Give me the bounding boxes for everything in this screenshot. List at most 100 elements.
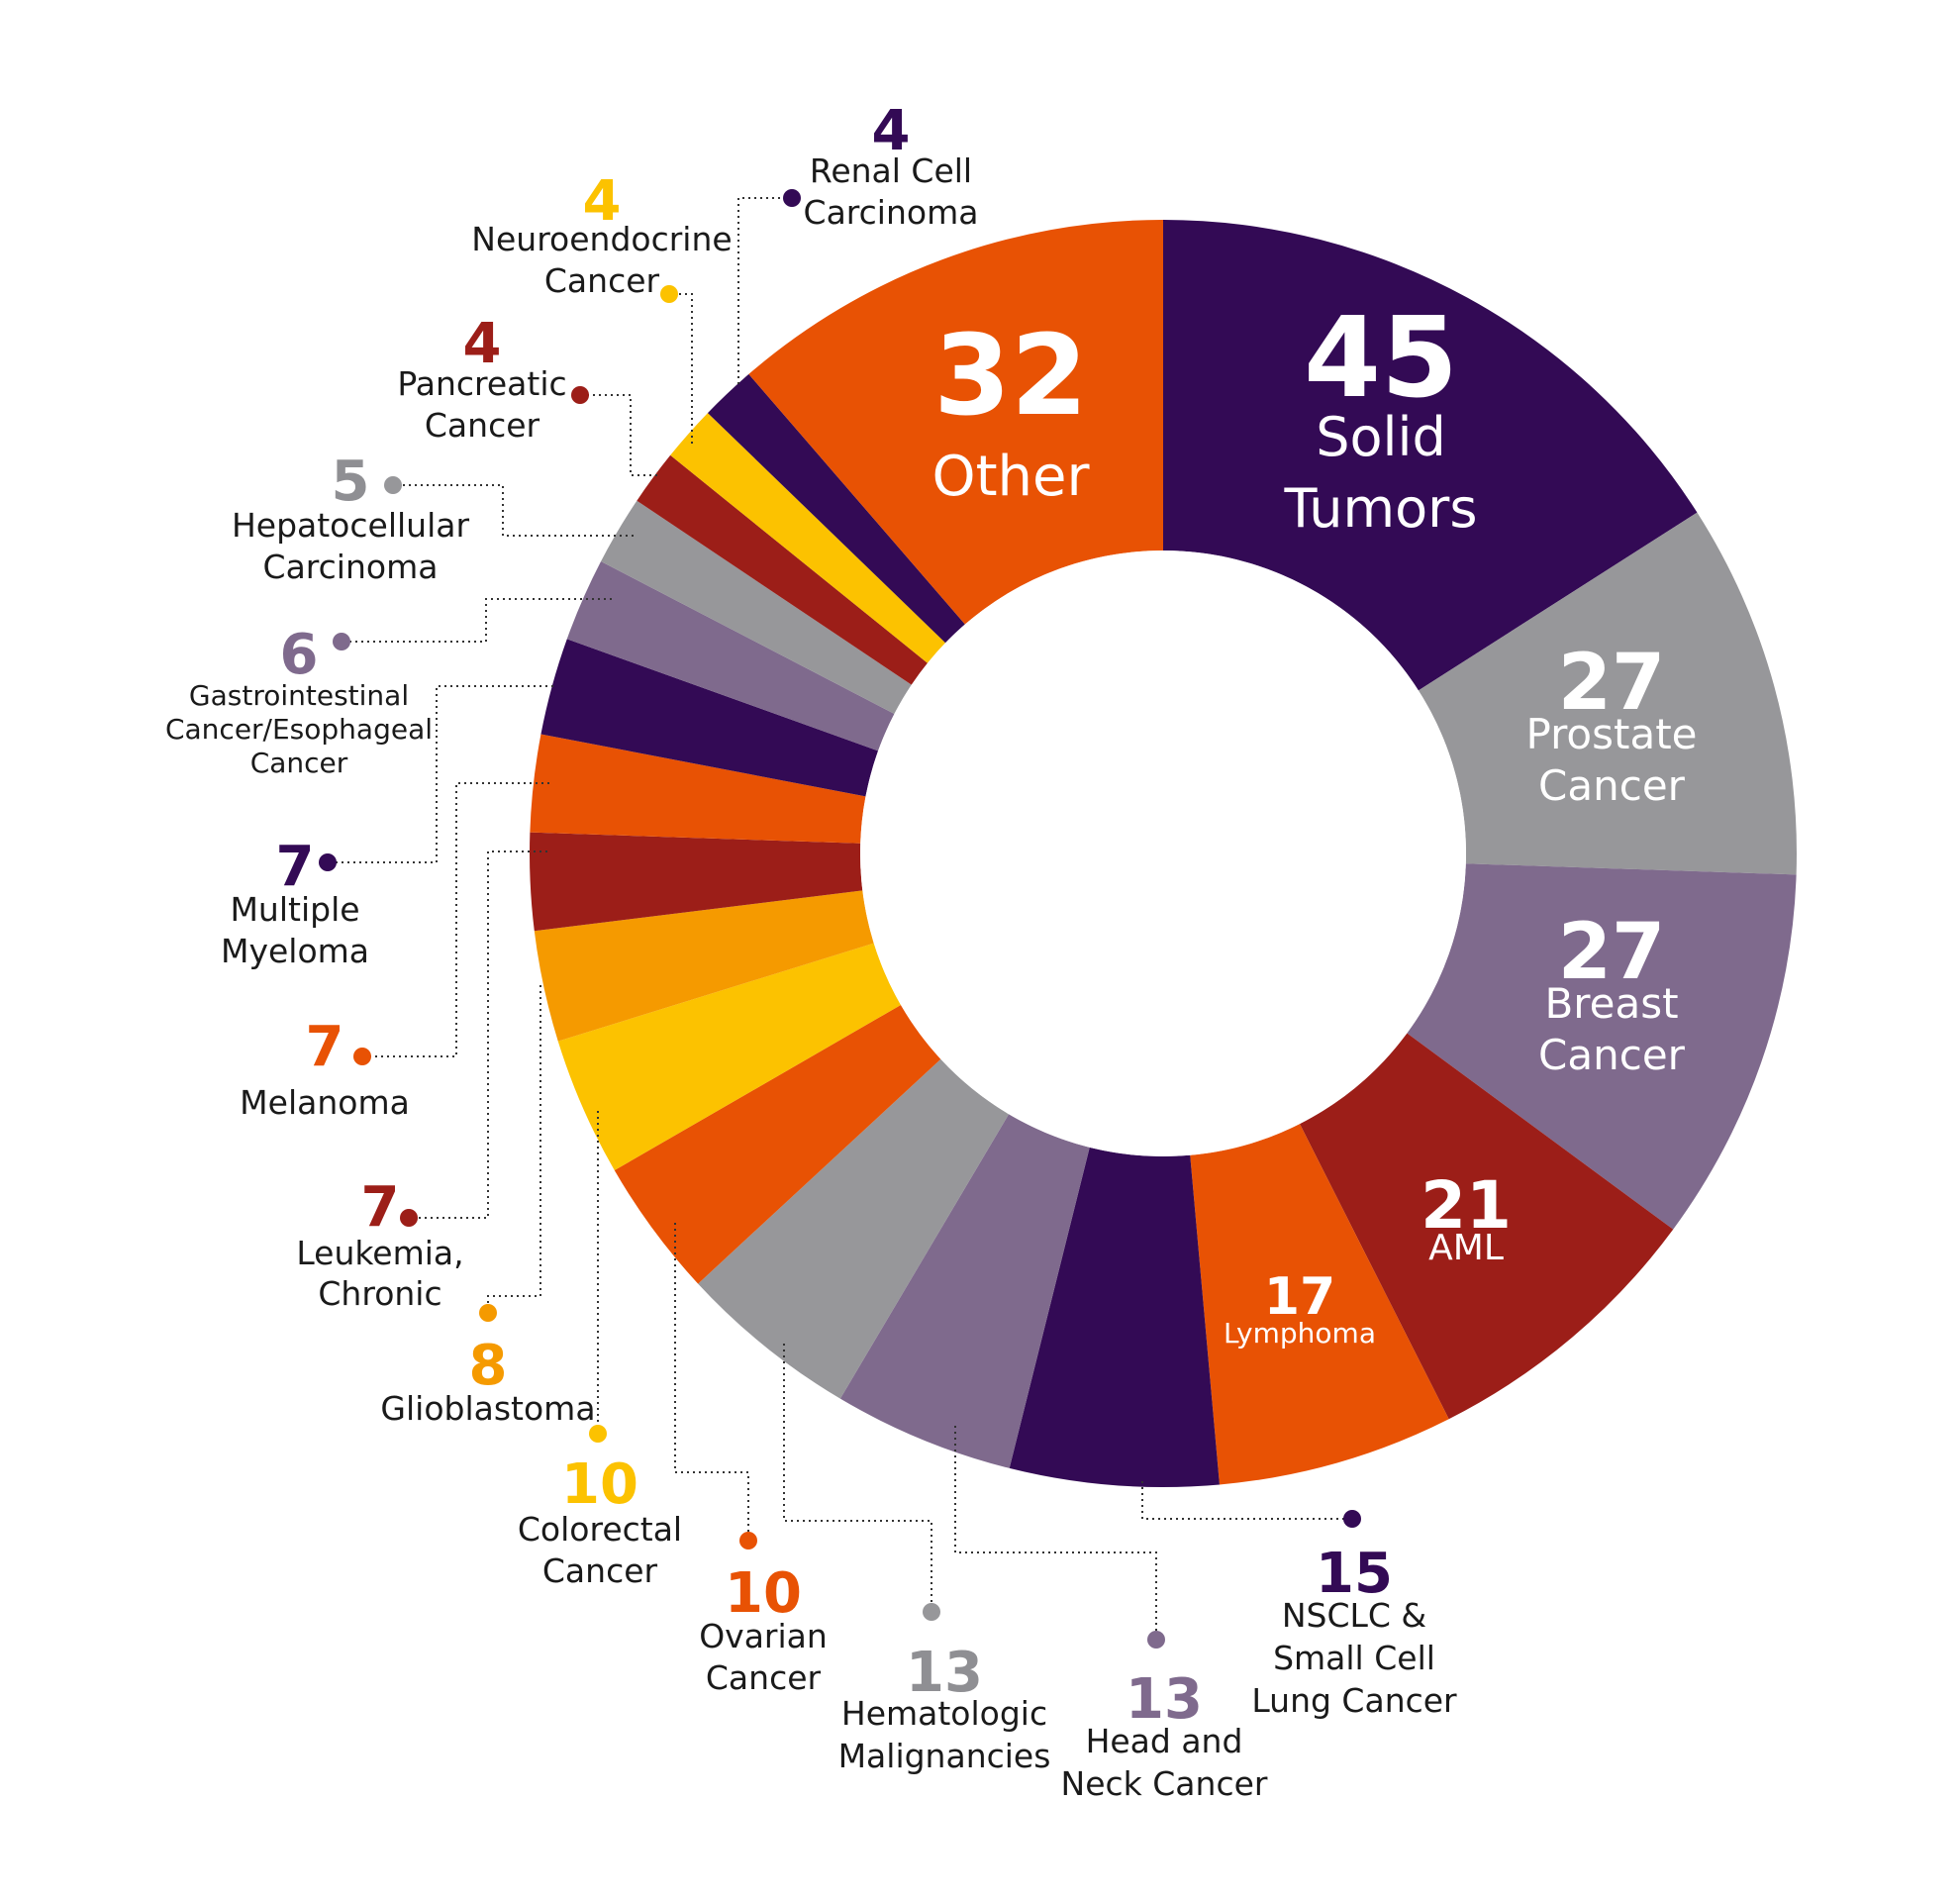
- value-label-leukemia-chronic: 7: [361, 1175, 400, 1240]
- leader-dot-neuroendocrine-cancer: [660, 285, 678, 303]
- value-label-nsclc-small-cell-lung-cancer: 15: [1316, 1542, 1393, 1606]
- value-label-head-and-neck-cancer: 13: [1126, 1667, 1203, 1732]
- leader-dot-ovarian-cancer: [739, 1532, 757, 1550]
- category-label-glioblastoma: Glioblastoma: [380, 1389, 595, 1428]
- leader-dot-melanoma: [353, 1048, 371, 1065]
- category-label-leukemia-chronic: Leukemia,: [296, 1234, 463, 1272]
- category-label-melanoma: Melanoma: [240, 1083, 410, 1122]
- category-label-renal-cell-carcinoma: Carcinoma: [804, 193, 979, 232]
- category-label-solid-tumors: Tumors: [1284, 477, 1478, 540]
- labels-group: 45SolidTumors27ProstateCancer27BreastCan…: [165, 99, 1698, 1803]
- category-label-other: Other: [931, 445, 1090, 509]
- value-label-gastrointestinal-cancer-esophageal-cancer: 6: [280, 623, 319, 687]
- leader-dot-colorectal-cancer: [589, 1425, 607, 1443]
- leader-dot-pancreatic-cancer: [571, 386, 589, 404]
- value-label-ovarian-cancer: 10: [725, 1561, 802, 1626]
- slice-glioblastoma: [534, 890, 874, 1042]
- leader-dot-renal-cell-carcinoma: [783, 189, 801, 207]
- slice-hepatocellular-carcinoma: [601, 500, 912, 714]
- category-label-leukemia-chronic: Chronic: [318, 1274, 441, 1313]
- value-label-renal-cell-carcinoma: 4: [872, 99, 911, 163]
- leader-line-melanoma: [362, 782, 549, 1057]
- category-label-gastrointestinal-cancer-esophageal-cancer: Gastrointestinal: [189, 679, 409, 712]
- leader-dot-hematologic-malignancies: [923, 1603, 940, 1621]
- category-label-gastrointestinal-cancer-esophageal-cancer: Cancer: [250, 747, 348, 779]
- value-label-hematologic-malignancies: 13: [906, 1641, 983, 1705]
- leader-dot-gastrointestinal-cancer-esophageal-cancer: [333, 633, 350, 650]
- category-label-head-and-neck-cancer: Neck Cancer: [1061, 1764, 1268, 1803]
- category-label-aml: AML: [1428, 1228, 1504, 1268]
- category-label-ovarian-cancer: Cancer: [706, 1658, 822, 1697]
- value-label-multiple-myeloma: 7: [276, 835, 315, 899]
- value-label-glioblastoma: 8: [469, 1334, 508, 1398]
- category-label-breast-cancer: Breast: [1544, 979, 1678, 1028]
- value-label-breast-cancer: 27: [1558, 908, 1666, 997]
- category-label-neuroendocrine-cancer: Cancer: [544, 261, 660, 300]
- leader-dot-nsclc-small-cell-lung-cancer: [1343, 1510, 1361, 1528]
- slices-group: [530, 220, 1797, 1488]
- value-label-solid-tumors: 45: [1304, 294, 1458, 423]
- category-label-colorectal-cancer: Colorectal: [518, 1510, 682, 1549]
- category-label-nsclc-small-cell-lung-cancer: NSCLC &: [1282, 1596, 1426, 1635]
- leader-line-ovarian-cancer: [674, 1223, 749, 1541]
- slice-melanoma: [530, 734, 866, 844]
- category-label-ovarian-cancer: Ovarian: [699, 1617, 828, 1655]
- slice-head-and-neck-cancer: [839, 1114, 1090, 1468]
- category-label-solid-tumors: Solid: [1316, 406, 1446, 468]
- value-label-melanoma: 7: [306, 1015, 344, 1079]
- leader-dot-head-and-neck-cancer: [1147, 1631, 1165, 1649]
- leader-line-head-and-neck-cancer: [954, 1426, 1157, 1640]
- category-label-pancreatic-cancer: Cancer: [425, 406, 540, 445]
- slice-neuroendocrine-cancer: [670, 413, 946, 663]
- leader-dot-leukemia-chronic: [400, 1209, 418, 1227]
- slice-breast-cancer: [1407, 863, 1797, 1230]
- value-label-hepatocellular-carcinoma: 5: [332, 450, 370, 514]
- value-label-neuroendocrine-cancer: 4: [583, 169, 622, 234]
- slice-ovarian-cancer: [614, 1005, 941, 1284]
- category-label-multiple-myeloma: Multiple: [230, 890, 359, 929]
- slice-pancreatic-cancer: [637, 454, 928, 685]
- leader-line-renal-cell-carcinoma: [737, 197, 792, 384]
- category-label-prostate-cancer: Prostate: [1525, 710, 1697, 758]
- value-label-other: 32: [933, 312, 1088, 441]
- category-label-hepatocellular-carcinoma: Carcinoma: [263, 548, 439, 586]
- category-label-head-and-neck-cancer: Head and: [1086, 1722, 1243, 1760]
- slice-lymphoma: [1190, 1124, 1449, 1485]
- slice-aml: [1300, 1033, 1674, 1420]
- category-label-breast-cancer: Cancer: [1538, 1031, 1686, 1079]
- value-label-lymphoma: 17: [1264, 1267, 1335, 1327]
- value-label-aml: 21: [1421, 1167, 1512, 1244]
- slice-nsclc-small-cell-lung-cancer: [1009, 1147, 1220, 1488]
- leader-line-pancreatic-cancer: [580, 394, 657, 476]
- slice-prostate-cancer: [1418, 512, 1797, 875]
- leader-dot-multiple-myeloma: [319, 853, 337, 871]
- category-label-nsclc-small-cell-lung-cancer: Lung Cancer: [1251, 1681, 1457, 1720]
- category-label-renal-cell-carcinoma: Renal Cell: [810, 151, 972, 190]
- slice-colorectal-cancer: [557, 943, 901, 1170]
- leader-line-nsclc-small-cell-lung-cancer: [1141, 1481, 1352, 1520]
- leader-line-hematologic-malignancies: [783, 1344, 932, 1612]
- slice-other: [748, 220, 1163, 625]
- category-label-lymphoma: Lymphoma: [1224, 1317, 1376, 1350]
- slice-renal-cell-carcinoma: [707, 373, 965, 644]
- value-label-colorectal-cancer: 10: [561, 1452, 638, 1517]
- leader-line-leukemia-chronic: [409, 850, 547, 1219]
- category-label-multiple-myeloma: Myeloma: [221, 932, 369, 970]
- category-label-prostate-cancer: Cancer: [1538, 761, 1686, 810]
- leader-line-hepatocellular-carcinoma: [393, 484, 634, 537]
- value-label-pancreatic-cancer: 4: [463, 312, 502, 376]
- donut-hole: [860, 550, 1466, 1156]
- category-label-colorectal-cancer: Cancer: [542, 1551, 658, 1590]
- category-label-hematologic-malignancies: Hematologic: [841, 1694, 1047, 1733]
- category-label-neuroendocrine-cancer: Neuroendocrine: [471, 220, 732, 258]
- leader-line-neuroendocrine-cancer: [669, 293, 693, 444]
- category-label-pancreatic-cancer: Pancreatic: [397, 364, 566, 403]
- category-label-nsclc-small-cell-lung-cancer: Small Cell: [1273, 1639, 1435, 1677]
- category-label-hepatocellular-carcinoma: Hepatocellular: [232, 506, 470, 545]
- slice-hematologic-malignancies: [698, 1058, 1010, 1399]
- slice-solid-tumors: [1163, 220, 1698, 691]
- leader-dot-hepatocellular-carcinoma: [384, 476, 402, 494]
- leader-dot-glioblastoma: [479, 1304, 497, 1322]
- slice-gastrointestinal-cancer-esophageal-cancer: [566, 561, 895, 751]
